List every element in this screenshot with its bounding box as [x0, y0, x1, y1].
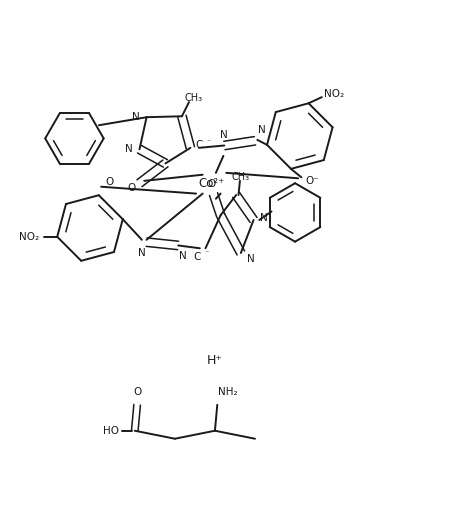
Text: N: N [178, 251, 186, 261]
Text: HO: HO [103, 426, 119, 436]
Text: O: O [133, 387, 141, 397]
Text: N: N [125, 144, 133, 155]
Text: NO₂: NO₂ [324, 89, 344, 99]
Text: N: N [247, 254, 255, 264]
Text: N: N [258, 125, 266, 135]
Text: C: C [193, 252, 200, 262]
Text: N: N [219, 130, 227, 140]
Text: O: O [105, 177, 113, 187]
Text: CH₃: CH₃ [231, 172, 249, 182]
Text: N: N [138, 247, 146, 257]
Text: O: O [127, 183, 135, 193]
Text: NH₂: NH₂ [218, 387, 238, 397]
Text: CH₃: CH₃ [184, 93, 202, 103]
Text: N: N [259, 212, 267, 222]
Text: N: N [132, 112, 140, 122]
Text: ⁻: ⁻ [204, 248, 208, 257]
Text: C: C [195, 140, 202, 150]
Text: NO₂: NO₂ [19, 232, 39, 242]
Text: ⁻: ⁻ [206, 138, 210, 147]
Text: O⁻: O⁻ [305, 175, 318, 186]
Text: O: O [207, 179, 215, 188]
Text: Co²⁺: Co²⁺ [198, 177, 224, 189]
Text: H⁺: H⁺ [207, 353, 222, 366]
